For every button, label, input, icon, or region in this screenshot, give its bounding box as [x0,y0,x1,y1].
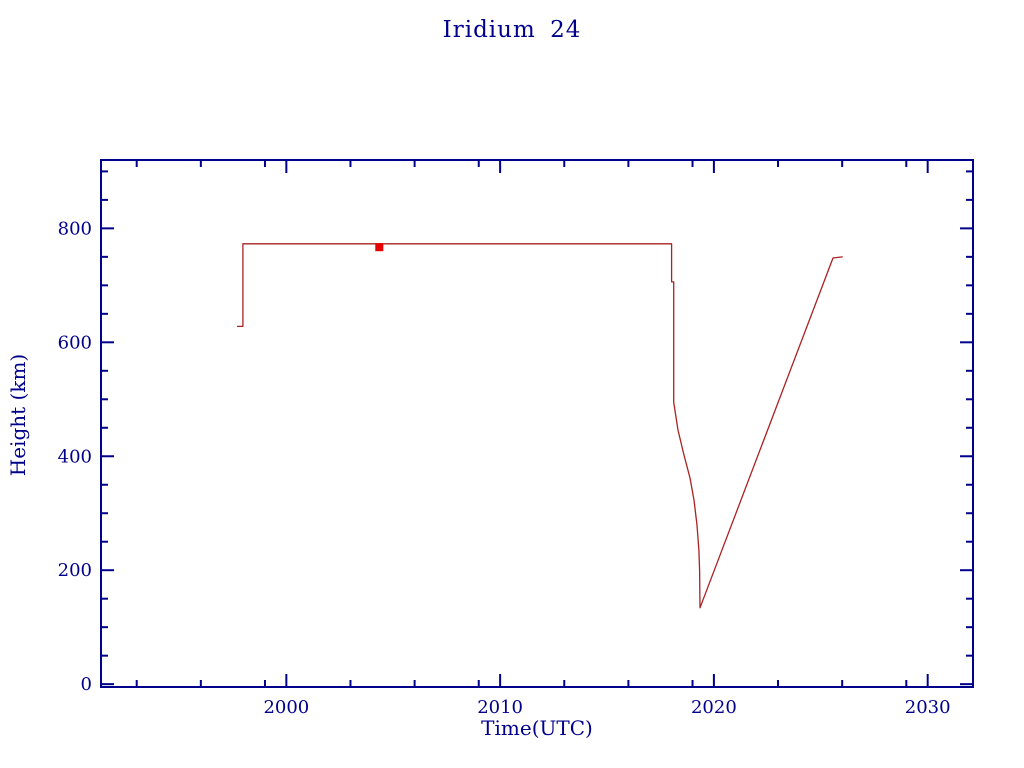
y-axis-label: Height (km) [6,353,30,477]
height-profile-line [236,243,843,609]
x-tick-label: 2020 [691,697,737,718]
x-axis-label: Time(UTC) [481,716,593,740]
chart-title: Iridium 24 [442,17,582,43]
y-tick-label: 0 [81,674,92,695]
plot-frame [100,159,974,688]
y-tick-label: 800 [58,218,92,239]
x-tick-label: 2000 [263,697,309,718]
y-tick-label: 200 [58,560,92,581]
event-marker [375,243,384,252]
y-tick-label: 600 [58,332,92,353]
x-tick-label: 2030 [905,697,951,718]
x-tick-label: 2010 [477,697,523,718]
y-tick-label: 400 [58,446,92,467]
